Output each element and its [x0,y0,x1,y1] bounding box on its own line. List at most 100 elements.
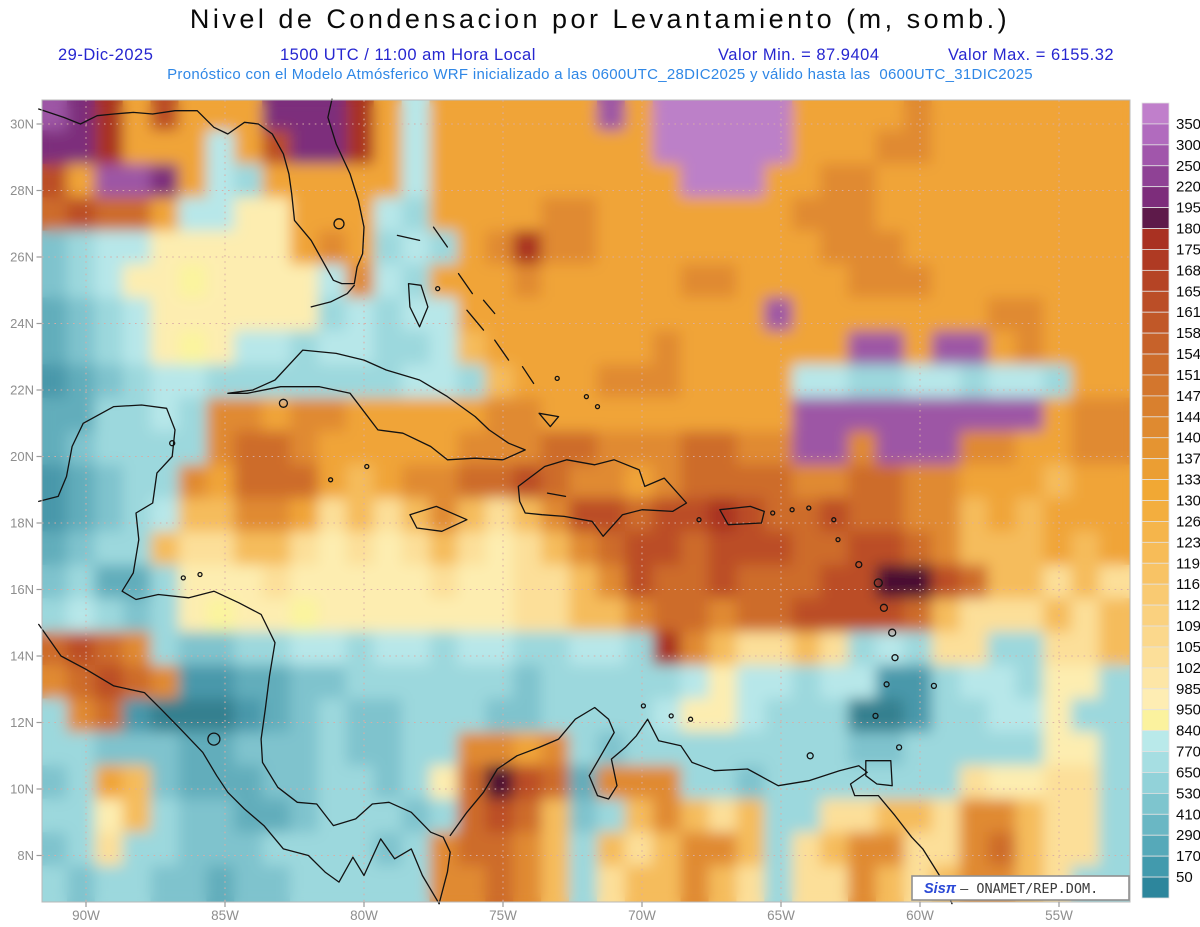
colorbar-label: 1300 [1176,493,1200,510]
colorbar-segment [1141,876,1170,899]
colorbar-segment [1141,311,1170,334]
colorbar-label: 950 [1176,702,1200,719]
svg-text:Sisπ – ONAMET/REP.DOM: Sisπ – ONAMET/REP.DOM. [924,881,1098,897]
colorbar-segment [1141,416,1170,439]
colorbar-label: 1160 [1176,576,1200,593]
colorbar-segment [1141,792,1170,815]
colorbar-label: 1440 [1176,409,1200,426]
lat-label: 28N [10,183,34,198]
colorbar-segment [1141,813,1170,836]
colorbar-label: 840 [1176,723,1200,740]
colorbar-segment [1141,437,1170,460]
colorbar-segment [1141,604,1170,627]
colorbar-segment [1141,228,1170,250]
colorbar-segment [1141,102,1170,125]
colorbar-segment [1141,269,1170,292]
lat-label: 24N [10,316,34,331]
colorbar-label: 1265 [1176,513,1200,530]
colorbar-segment [1141,165,1170,188]
colorbar-label: 1370 [1176,451,1200,468]
lon-label: 70W [628,908,656,923]
colorbar-segment [1141,855,1170,878]
valid-date: 29-Dic-2025 [58,46,154,64]
colorbar-label: 170 [1176,848,1200,865]
lon-label: 90W [72,908,100,923]
watermark: Sisπ – ONAMET/REP.DOM. [911,875,1130,901]
colorbar-segment [1141,562,1170,585]
colorbar-segment [1141,521,1170,543]
lat-label: 30N [10,117,34,132]
colorbar-segment [1141,751,1170,773]
colorbar-label: 290 [1176,827,1200,844]
colorbar-label: 985 [1176,681,1200,698]
lat-lon-gridlines [42,100,1130,902]
shaded-field [42,100,1130,902]
lon-label: 80W [350,908,378,923]
colorbar-segment [1141,709,1170,732]
colorbar-label: 1800 [1176,221,1200,238]
colorbar-label: 1950 [1176,200,1200,217]
lon-label: 55W [1045,908,1073,923]
colorbar-segment [1141,374,1170,397]
lat-label: 20N [10,449,34,464]
colorbar-label: 1335 [1176,472,1200,489]
colorbar-segment [1141,123,1170,146]
longitude-axis: 90W 85W 80W 75W 70W 65W 60W 55W [72,902,1073,923]
colorbar-segment [1141,186,1170,208]
colorbar-label: 2200 [1176,179,1200,196]
colorbar-segment [1141,353,1170,376]
colorbar-segment [1141,500,1170,522]
colorbar-segment [1141,834,1170,857]
colorbar-label: 1195 [1176,555,1200,572]
colorbar-label: 1510 [1176,367,1200,384]
colorbar-label: 1580 [1176,325,1200,342]
color-scale-legend: 3500 3000 2500 2200 1950 1800 1750 1685 1650 1615… [1141,102,1200,899]
value-max: Valor Max. = 6155.32 [948,46,1115,64]
colorbar-label: 1615 [1176,304,1200,321]
colorbar-segment [1141,332,1170,355]
colorbar-label: 1090 [1176,618,1200,635]
colorbar-segment [1141,541,1170,564]
colorbar-label: 1125 [1176,597,1200,614]
lon-label: 85W [211,908,239,923]
colorbar-segment [1141,667,1170,690]
colorbar-label: 1650 [1176,283,1200,300]
colorbar-label: 1405 [1176,430,1200,447]
colorbar-segment [1141,583,1170,606]
lon-label: 65W [767,908,795,923]
colorbar-label: 650 [1176,765,1200,782]
colorbar-label: 3500 [1176,116,1200,133]
colorbar-segment [1141,625,1170,648]
colorbar-segment [1141,479,1170,501]
colorbar-label: 1475 [1176,388,1200,405]
latitude-axis: 30N 28N 26N 24N 22N 20N 18N 16N 14N 12N 10N 8N [10,117,42,863]
colorbar-label: 770 [1176,744,1200,761]
colorbar-segment [1141,646,1170,669]
lat-label: 12N [10,715,34,730]
colorbar-segment [1141,249,1170,271]
colorbar-segment [1141,290,1170,313]
value-min: Valor Min. = 87.9404 [718,46,880,64]
lon-label: 75W [489,908,517,923]
colorbar-segment [1141,395,1170,418]
colorbar-segment [1141,207,1170,229]
watermark-brand: Sisπ [924,881,957,897]
model-info-line: Pronóstico con el Modelo Atmósferico WRF… [167,66,1033,83]
valid-time: 1500 UTC / 11:00 am Hora Local [280,46,536,64]
colorbar-label: 1055 [1176,639,1200,656]
lon-label: 60W [906,908,934,923]
colorbar-label: 1685 [1176,262,1200,279]
page-title: Nivel de Condensacion por Levantamiento … [189,4,1011,34]
colorbar-label: 3000 [1176,137,1200,154]
lat-label: 10N [10,782,34,797]
colorbar-label: 1750 [1176,241,1200,258]
colorbar-segment [1141,730,1170,752]
lat-label: 26N [10,250,34,265]
colorbar-segment [1141,144,1170,167]
colorbar-label: 1545 [1176,346,1200,363]
watermark-org: – ONAMET/REP.DOM. [960,881,1098,897]
header-meta-row: 29-Dic-2025 1500 UTC / 11:00 am Hora Loc… [0,46,1200,65]
colorbar-segment [1141,772,1170,794]
colorbar-label: 50 [1176,869,1193,886]
